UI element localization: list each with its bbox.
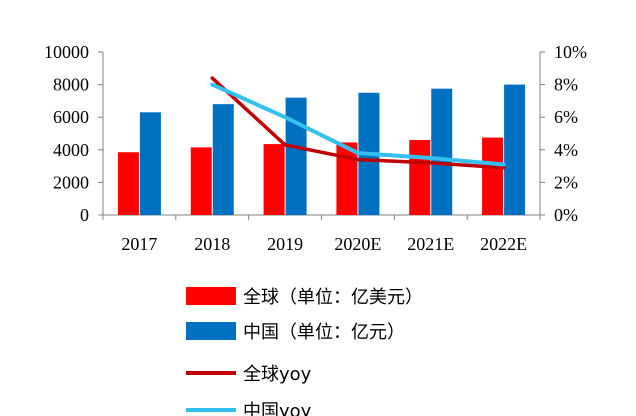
bar-global xyxy=(190,147,212,215)
left-tick-label: 10000 xyxy=(44,42,89,62)
legend-label: 中国yoy xyxy=(243,401,312,416)
lines xyxy=(210,76,506,170)
right-tick-label: 10% xyxy=(554,42,587,62)
right-tick-label: 2% xyxy=(554,172,578,192)
bar-china xyxy=(139,112,161,215)
bar-global xyxy=(117,152,139,215)
bar-china xyxy=(285,97,307,215)
x-tick-label: 2020E xyxy=(334,234,381,254)
legend-swatch xyxy=(186,287,236,305)
legend-label: 中国（单位：亿元） xyxy=(243,322,405,343)
bars xyxy=(117,84,526,215)
left-tick-label: 8000 xyxy=(53,75,89,95)
right-tick-label: 6% xyxy=(554,107,578,127)
right-tick-label: 4% xyxy=(554,140,578,160)
right-tick-label: 0% xyxy=(554,205,578,225)
left-tick-label: 6000 xyxy=(53,107,89,127)
bar-global xyxy=(263,144,285,215)
legend: 全球（单位：亿美元） 中国（单位：亿元） 全球yoy 中国yoy xyxy=(186,287,423,416)
line-global-yoy xyxy=(210,76,506,170)
x-tick-label: 2017 xyxy=(121,234,157,254)
bar-china xyxy=(431,88,453,215)
legend-swatch xyxy=(186,322,236,340)
left-tick-label: 2000 xyxy=(53,172,89,192)
x-tick-label: 2022E xyxy=(480,234,527,254)
axes: 0 2000 4000 6000 8000 10000 0% 2% 4% 6% 8% 10% 2017 2… xyxy=(44,42,587,254)
right-tick-label: 8% xyxy=(554,75,578,95)
left-tick-label: 0 xyxy=(80,205,89,225)
x-tick-label: 2018 xyxy=(194,234,230,254)
bar-china xyxy=(212,104,234,215)
bar-china xyxy=(504,84,526,215)
legend-label: 全球yoy xyxy=(243,364,312,385)
legend-label: 全球（单位：亿美元） xyxy=(243,287,423,308)
left-tick-label: 4000 xyxy=(53,140,89,160)
bar-global xyxy=(336,142,358,215)
bar-global xyxy=(409,140,431,215)
bar-global xyxy=(482,137,504,215)
line-china-yoy xyxy=(210,82,506,167)
x-tick-label: 2019 xyxy=(267,234,303,254)
x-tick-label: 2021E xyxy=(407,234,454,254)
